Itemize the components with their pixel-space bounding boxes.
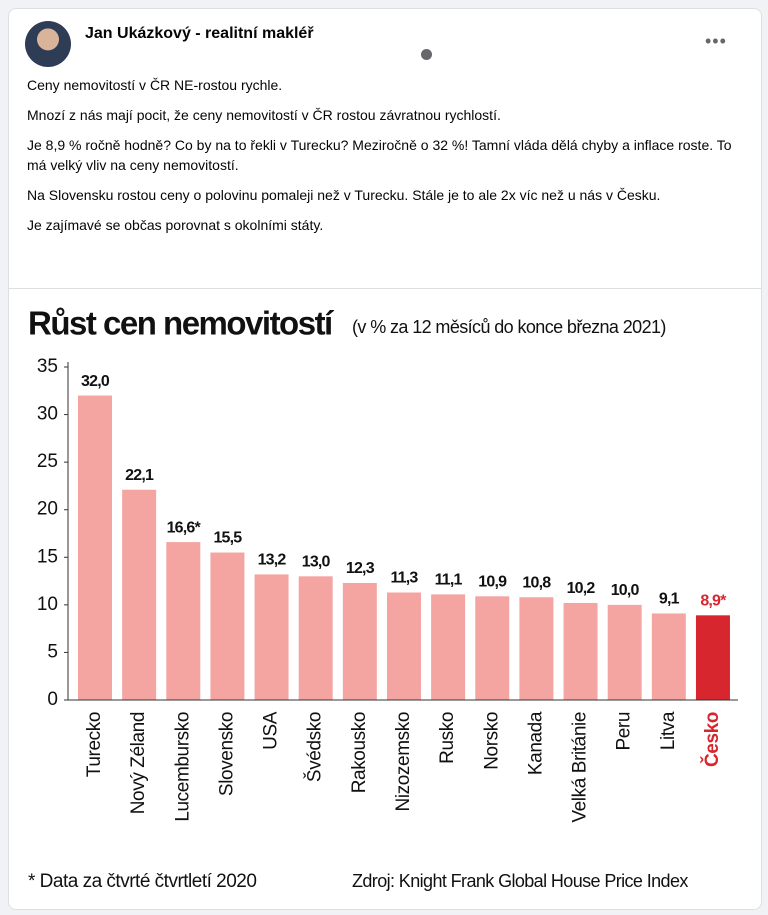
chart-subtitle: (v % za 12 měsíců do konce března 2021) <box>352 317 666 337</box>
value-label: 32,0 <box>81 373 110 390</box>
chart-title: Růst cen nemovitostí <box>28 305 335 342</box>
x-tick-label: Rusko <box>437 712 458 764</box>
more-button[interactable]: ••• <box>705 31 727 51</box>
bar <box>475 596 510 700</box>
x-tick-label: Norsko <box>481 712 502 770</box>
bar <box>298 576 333 700</box>
author-name[interactable]: Jan Ukázkový - realitní makléř <box>85 25 314 42</box>
footnote: * Data za čtvrté čtvrtletí 2020 <box>28 871 256 892</box>
x-tick-label: Velká Británie <box>570 712 591 823</box>
paragraph: Ceny nemovitostí v ČR NE-rostou rychle. <box>27 77 283 93</box>
bar <box>166 542 201 700</box>
x-tick-label: Lucembursko <box>172 712 193 822</box>
y-tick-label: 0 <box>47 689 58 710</box>
x-tick-label: Peru <box>614 712 635 751</box>
divider <box>9 288 761 289</box>
bar <box>563 602 598 700</box>
post-text: Ceny nemovitostí v ČR NE-rostou rychle. M… <box>27 75 752 261</box>
value-label: 8,9* <box>700 593 727 610</box>
x-tick-label: Slovensko <box>216 712 237 796</box>
bar <box>122 489 157 700</box>
x-tick-label: Litva <box>658 711 679 750</box>
value-label: 13,2 <box>258 552 287 569</box>
avatar[interactable] <box>25 21 71 67</box>
value-label: 10,2 <box>567 580 596 597</box>
y-tick-label: 35 <box>37 356 58 377</box>
y-tick-label: 10 <box>37 594 58 615</box>
x-tick-label: Kanada <box>525 711 546 775</box>
y-tick-label: 15 <box>37 546 58 567</box>
bar <box>607 604 642 700</box>
y-tick-label: 20 <box>37 499 58 520</box>
bar <box>342 582 377 700</box>
x-tick-label: USA <box>261 711 282 750</box>
bar <box>431 594 466 700</box>
x-tick-label: Nový Zéland <box>128 712 149 814</box>
bar <box>210 552 245 700</box>
value-label: 9,1 <box>659 591 680 608</box>
privacy-icon <box>421 49 432 60</box>
paragraph: Mnozí z nás mají pocit, že ceny nemovito… <box>27 107 501 123</box>
source: Zdroj: Knight Frank Global House Price I… <box>352 871 688 891</box>
x-tick-label: Rakousko <box>349 712 370 793</box>
bar <box>254 574 289 700</box>
value-label: 16,6* <box>167 519 202 536</box>
value-label: 11,1 <box>435 572 463 589</box>
y-tick-label: 25 <box>37 451 58 472</box>
value-label: 13,0 <box>302 554 331 571</box>
value-label: 10,8 <box>522 574 551 591</box>
y-tick-label: 5 <box>47 641 58 662</box>
bar <box>386 592 421 700</box>
x-tick-label: Turecko <box>84 712 105 777</box>
y-tick-label: 30 <box>37 404 58 425</box>
bar <box>519 597 554 700</box>
value-label: 10,0 <box>611 582 640 599</box>
x-tick-label: Švédsko <box>304 712 326 782</box>
value-label: 22,1 <box>125 467 154 484</box>
value-label: 12,3 <box>346 560 375 577</box>
paragraph: Je 8,9 % ročně hodně? Co by na to řekli … <box>27 137 732 173</box>
value-label: 10,9 <box>478 574 507 591</box>
value-label: 15,5 <box>213 530 242 547</box>
post-card: Jan Ukázkový - realitní makléř ••• Ceny … <box>8 8 762 910</box>
bar <box>78 395 112 700</box>
value-label: 11,3 <box>390 570 418 587</box>
paragraph: Je zajímavé se občas porovnat s okolními… <box>27 217 324 233</box>
bar <box>695 615 730 700</box>
x-tick-label: Česko <box>701 712 723 767</box>
bar <box>651 613 686 700</box>
paragraph: Na Slovensku rostou ceny o polovinu poma… <box>27 187 661 203</box>
x-tick-label: Nizozemsko <box>393 712 414 811</box>
